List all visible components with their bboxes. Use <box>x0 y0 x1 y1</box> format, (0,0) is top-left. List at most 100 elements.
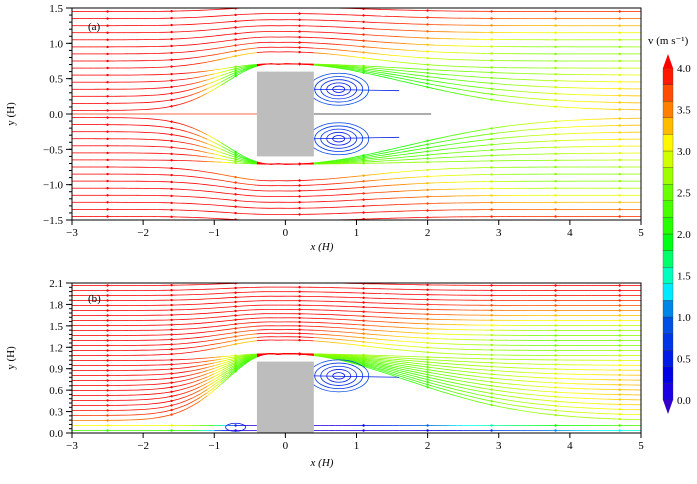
streamline-segment <box>192 361 201 364</box>
streamline-segment <box>384 153 393 156</box>
streamline-segment <box>249 37 257 39</box>
streamline-segment <box>171 134 179 137</box>
streamline-segment <box>349 159 357 162</box>
streamline-segment <box>392 171 400 174</box>
streamline-segment <box>185 94 194 98</box>
streamline-segment <box>192 368 201 371</box>
streamline-segment <box>206 378 215 384</box>
streamline-segment <box>328 160 336 163</box>
streamline-segment <box>150 398 158 400</box>
streamline-segment <box>512 130 521 132</box>
streamline-segment <box>313 340 321 342</box>
streamline-segment <box>392 335 400 337</box>
streamline-segment <box>235 14 243 16</box>
streamline-segment <box>328 183 336 185</box>
streamline-segment <box>242 188 250 191</box>
streamline-segment <box>206 381 215 387</box>
streamline-segment <box>221 371 229 378</box>
streamline-segment <box>206 134 215 140</box>
streamline-segment <box>370 34 378 36</box>
streamline-segment <box>228 365 236 371</box>
streamline-segment <box>512 383 521 386</box>
streamline-segment <box>235 362 243 368</box>
streamline-segment <box>342 357 350 359</box>
streamline-segment <box>441 85 450 88</box>
streamline-segment <box>349 336 357 338</box>
streamline-segment <box>399 150 407 153</box>
streamline-arrow <box>490 98 493 101</box>
streamline-segment <box>199 49 208 51</box>
streamline-segment <box>221 67 229 70</box>
streamline-segment <box>342 360 350 363</box>
streamline-arrow <box>426 370 429 374</box>
streamline-segment <box>192 91 201 95</box>
streamline-segment <box>477 96 485 99</box>
streamline-segment <box>228 369 236 377</box>
streamline-segment <box>527 411 535 413</box>
streamline-segment <box>171 394 179 397</box>
streamline-arrow <box>362 180 365 183</box>
streamline-segment <box>157 387 165 390</box>
streamline-segment <box>143 413 151 415</box>
streamline-segment <box>377 47 386 49</box>
streamline-segment <box>527 128 535 131</box>
streamline-segment <box>413 176 421 178</box>
streamline-segment <box>448 366 457 368</box>
streamline-segment <box>335 54 343 56</box>
streamline-arrow <box>490 45 493 48</box>
streamline-segment <box>221 192 229 194</box>
streamline-segment <box>199 360 208 363</box>
streamline-segment <box>534 128 542 130</box>
streamline-segment <box>349 45 357 47</box>
streamline-segment <box>534 407 542 410</box>
streamline-segment <box>242 155 250 160</box>
streamline-arrow <box>490 343 493 347</box>
streamline-segment <box>384 76 393 80</box>
streamline-segment <box>363 69 371 72</box>
streamline-segment <box>534 104 542 106</box>
streamline-segment <box>214 75 222 79</box>
streamline-segment <box>235 305 243 307</box>
streamline-segment <box>249 333 257 335</box>
streamline-segment <box>242 64 250 67</box>
streamline-segment <box>349 361 357 364</box>
streamline-segment <box>192 149 201 152</box>
streamline-segment <box>342 160 350 162</box>
streamline-segment <box>392 344 400 346</box>
streamline-segment <box>242 309 250 311</box>
streamline-segment <box>192 372 201 375</box>
streamline-segment <box>441 368 450 371</box>
streamlines-a <box>72 8 641 220</box>
streamline-segment <box>363 159 371 162</box>
streamline-segment <box>406 341 414 343</box>
streamline-segment <box>520 397 528 399</box>
streamline-segment <box>384 363 393 366</box>
streamline-segment <box>477 376 485 378</box>
streamline-segment <box>199 183 208 186</box>
streamline-segment <box>370 151 378 155</box>
streamline-arrow <box>426 375 429 379</box>
streamline-segment <box>384 372 393 376</box>
streamline-segment <box>249 42 257 44</box>
streamline-segment <box>221 306 229 308</box>
streamline-segment <box>235 364 243 371</box>
streamline-segment <box>463 136 471 139</box>
streamline-segment <box>242 156 250 161</box>
streamline-arrow <box>298 24 301 27</box>
streamline-segment <box>221 186 229 188</box>
streamline-segment <box>199 196 208 199</box>
streamline-segment <box>569 411 578 413</box>
streamline-segment <box>242 356 250 359</box>
streamline-segment <box>214 153 222 157</box>
streamline-segment <box>199 84 208 88</box>
streamline-arrow <box>170 65 173 68</box>
streamline-segment <box>498 94 506 97</box>
streamline-arrow <box>490 338 493 342</box>
streamline-segment <box>391 371 400 375</box>
streamline-arrow <box>426 216 429 219</box>
streamline-segment <box>249 189 257 191</box>
streamline-segment <box>527 406 535 409</box>
streamline-segment <box>207 35 215 38</box>
streamline-arrow <box>362 33 365 36</box>
streamline-segment <box>463 394 471 397</box>
